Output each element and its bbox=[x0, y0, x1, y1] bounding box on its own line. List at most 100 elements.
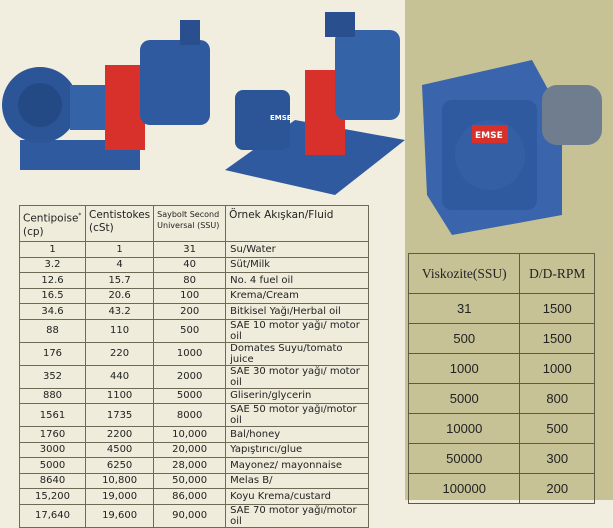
cp-cell: 34.6 bbox=[19, 303, 86, 320]
ssu-cell: 28,000 bbox=[153, 457, 227, 474]
header-viscosity: Viskozite(SSU) bbox=[407, 253, 521, 294]
table-header-row: Centipoise* (cp) Centistokes (cSt) Saybolt… bbox=[19, 205, 369, 242]
ssu-cell: 90,000 bbox=[153, 503, 227, 528]
fluid-cell: No. 4 fuel oil bbox=[225, 272, 369, 289]
cp-cell: 3.2 bbox=[19, 256, 86, 273]
rpm-cell: 800 bbox=[519, 383, 595, 414]
cp-cell: 1561 bbox=[19, 403, 86, 427]
cst-cell: 4500 bbox=[84, 441, 155, 458]
viscosity-cell: 50000 bbox=[407, 443, 521, 474]
fluid-cell: Domates Suyu/tomato juice bbox=[225, 341, 369, 366]
cst-cell: 4 bbox=[84, 256, 155, 273]
cp-cell: 17,640 bbox=[19, 503, 86, 528]
fluid-cell: Koyu Krema/custard bbox=[225, 488, 369, 505]
cst-cell: 10,800 bbox=[84, 472, 155, 489]
table-row: 12.6 15.7 80 No. 4 fuel oil bbox=[19, 272, 369, 289]
table-row: 100000 200 bbox=[407, 473, 595, 504]
cst-cell: 440 bbox=[84, 364, 155, 389]
fluid-cell: Mayonez/ mayonnaise bbox=[225, 457, 369, 474]
fluid-cell: Bitkisel Yağı/Herbal oil bbox=[225, 303, 369, 320]
rpm-cell: 1000 bbox=[519, 353, 595, 384]
ssu-cell: 1000 bbox=[153, 341, 227, 366]
ssu-cell: 5000 bbox=[153, 387, 227, 404]
rpm-cell: 1500 bbox=[519, 293, 595, 324]
table-row: 16.5 20.6 100 Krema/Cream bbox=[19, 287, 369, 304]
cp-cell: 8640 bbox=[19, 472, 86, 489]
cp-cell: 5000 bbox=[19, 457, 86, 474]
cp-cell: 176 bbox=[19, 341, 86, 366]
fluid-cell: SAE 70 motor yağı/motor oil bbox=[225, 503, 369, 528]
svg-text:EMSE: EMSE bbox=[475, 131, 503, 141]
ssu-cell: 2000 bbox=[153, 364, 227, 389]
cst-cell: 19,000 bbox=[84, 488, 155, 505]
rpm-table: Viskozite(SSU) D/D-RPM 31 1500 500 1500 1000… bbox=[407, 253, 595, 504]
header-centipoise: Centipoise* (cp) bbox=[19, 205, 86, 242]
viscosity-cell: 31 bbox=[407, 293, 521, 324]
ssu-cell: 8000 bbox=[153, 403, 227, 427]
rpm-cell: 1500 bbox=[519, 323, 595, 354]
table-row: 176 220 1000 Domates Suyu/tomato juice bbox=[19, 341, 369, 366]
viscosity-table: Centipoise* (cp) Centistokes (cSt) Saybolt… bbox=[19, 205, 369, 528]
table-row: 3000 4500 20,000 Yapıştırıcı/glue bbox=[19, 441, 369, 458]
cp-cell: 3000 bbox=[19, 441, 86, 458]
ssu-cell: 20,000 bbox=[153, 441, 227, 458]
table-row: 1561 1735 8000 SAE 50 motor yağı/motor oil bbox=[19, 403, 369, 427]
cst-cell: 110 bbox=[84, 318, 155, 343]
table-row: 5000 800 bbox=[407, 383, 595, 414]
ssu-cell: 10,000 bbox=[153, 426, 227, 443]
table-row: 5000 6250 28,000 Mayonez/ mayonnaise bbox=[19, 457, 369, 474]
rpm-cell: 200 bbox=[519, 473, 595, 504]
fluid-cell: Krema/Cream bbox=[225, 287, 369, 304]
fluid-cell: SAE 10 motor yağı/ motor oil bbox=[225, 318, 369, 343]
ssu-cell: 80 bbox=[153, 272, 227, 289]
cst-cell: 1 bbox=[84, 241, 155, 258]
cst-cell: 43.2 bbox=[84, 303, 155, 320]
pump-photo-2: EMSE bbox=[225, 12, 405, 195]
cst-cell: 220 bbox=[84, 341, 155, 366]
cp-cell: 16.5 bbox=[19, 287, 86, 304]
table-row: 34.6 43.2 200 Bitkisel Yağı/Herbal oil bbox=[19, 303, 369, 320]
table-row: 1 1 31 Su/Water bbox=[19, 241, 369, 258]
table-row: 17,640 19,600 90,000 SAE 70 motor yağı/moto… bbox=[19, 503, 369, 528]
fluid-cell: Süt/Milk bbox=[225, 256, 369, 273]
table-row: 352 440 2000 SAE 30 motor yağı/ motor oil bbox=[19, 364, 369, 389]
emse-logo: EMSE bbox=[270, 114, 292, 122]
ssu-cell: 40 bbox=[153, 256, 227, 273]
table-row: 31 1500 bbox=[407, 293, 595, 324]
cst-cell: 19,600 bbox=[84, 503, 155, 528]
table-row: 1000 1000 bbox=[407, 353, 595, 384]
viscosity-cell: 5000 bbox=[407, 383, 521, 414]
ssu-cell: 200 bbox=[153, 303, 227, 320]
table-row: 50000 300 bbox=[407, 443, 595, 474]
ssu-cell: 31 bbox=[153, 241, 227, 258]
table-row: 8640 10,800 50,000 Melas B/ bbox=[19, 472, 369, 489]
cst-cell: 1100 bbox=[84, 387, 155, 404]
table-row: 880 1100 5000 Gliserin/glycerin bbox=[19, 387, 369, 404]
fluid-cell: Yapıştırıcı/glue bbox=[225, 441, 369, 458]
viscosity-cell: 500 bbox=[407, 323, 521, 354]
pump-photo-3: EMSE bbox=[422, 60, 602, 235]
header-fluid: Örnek Akışkan/Fluid bbox=[225, 205, 369, 242]
ssu-cell: 500 bbox=[153, 318, 227, 343]
fluid-cell: SAE 50 motor yağı/motor oil bbox=[225, 403, 369, 427]
fluid-cell: Melas B/ bbox=[225, 472, 369, 489]
viscosity-cell: 100000 bbox=[407, 473, 521, 504]
cp-cell: 880 bbox=[19, 387, 86, 404]
header-centistokes: Centistokes (cSt) bbox=[84, 205, 155, 242]
header-ssu: Saybolt Second Universal (SSU) bbox=[153, 205, 227, 242]
ssu-cell: 50,000 bbox=[153, 472, 227, 489]
cp-cell: 352 bbox=[19, 364, 86, 389]
cp-cell: 1 bbox=[19, 241, 86, 258]
table-header-row: Viskozite(SSU) D/D-RPM bbox=[407, 253, 595, 294]
cst-cell: 20.6 bbox=[84, 287, 155, 304]
fluid-cell: Su/Water bbox=[225, 241, 369, 258]
ssu-cell: 100 bbox=[153, 287, 227, 304]
ssu-cell: 86,000 bbox=[153, 488, 227, 505]
table-row: 10000 500 bbox=[407, 413, 595, 444]
table-row: 500 1500 bbox=[407, 323, 595, 354]
rpm-cell: 500 bbox=[519, 413, 595, 444]
viscosity-cell: 10000 bbox=[407, 413, 521, 444]
cst-cell: 1735 bbox=[84, 403, 155, 427]
viscosity-cell: 1000 bbox=[407, 353, 521, 384]
table-row: 15,200 19,000 86,000 Koyu Krema/custard bbox=[19, 488, 369, 505]
